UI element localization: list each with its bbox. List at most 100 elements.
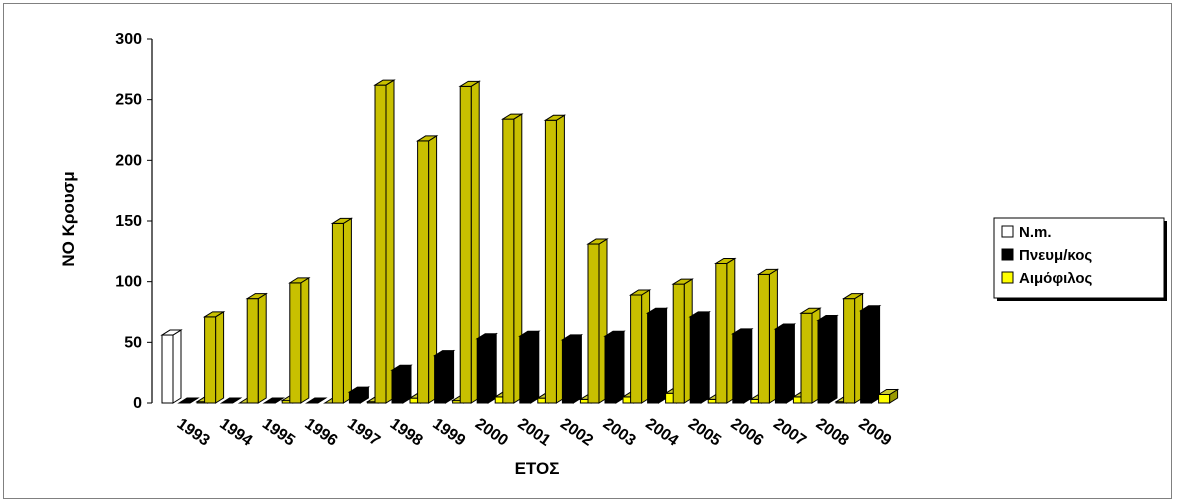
bar [543, 114, 567, 404]
bar-side [743, 327, 753, 404]
bar-top [202, 311, 226, 318]
bar-side [828, 314, 838, 404]
bar-front [502, 118, 515, 404]
bar [373, 79, 396, 404]
bar [390, 364, 413, 404]
bar-front [434, 355, 447, 404]
bar-side [487, 332, 497, 404]
bar [841, 292, 865, 404]
bar [603, 330, 626, 404]
bar-side [402, 364, 412, 404]
bar [305, 397, 328, 404]
bar-top [876, 389, 900, 396]
y-tick-label: 150 [115, 213, 142, 230]
legend: N.m. Πνευμ/κος Αιμόφιλος [993, 217, 1167, 301]
bar [586, 238, 609, 404]
bar-front [800, 312, 813, 404]
bar [560, 334, 584, 404]
bar-front [672, 283, 685, 404]
bar-front [391, 369, 404, 404]
x-tick-label: 2009 [855, 415, 894, 449]
bar-top [415, 135, 439, 142]
bar-side [385, 79, 395, 404]
bar-side [871, 304, 881, 404]
bar [799, 307, 822, 404]
bar-side [700, 310, 710, 404]
bar-front [374, 84, 387, 404]
bar [347, 386, 371, 404]
x-tick-label: 2003 [600, 415, 639, 449]
legend-box [993, 217, 1165, 299]
bar-front [843, 298, 856, 404]
bar-top [390, 364, 413, 371]
bar [756, 268, 780, 404]
bar [816, 314, 839, 404]
bar-top [518, 330, 541, 337]
bar-side [172, 329, 182, 404]
x-tick-label: 1999 [429, 415, 468, 449]
y-axis: 0 50 100 150 200 250 300 [115, 31, 153, 412]
bar-front [417, 140, 430, 404]
x-tick-label: 1994 [216, 415, 255, 449]
bar-side [215, 310, 225, 404]
bar-front [331, 222, 344, 404]
bar-top [288, 277, 311, 284]
bar-top [330, 217, 354, 224]
bar [671, 278, 694, 404]
bar-top [799, 307, 822, 314]
bar-top [756, 268, 780, 275]
legend-swatch [1001, 225, 1014, 238]
bar-side [615, 330, 625, 404]
x-tick-label: 2004 [642, 415, 681, 449]
y-tick-label: 200 [115, 152, 142, 169]
bar-front [204, 316, 217, 404]
bar-top [841, 293, 865, 300]
bar [177, 397, 200, 404]
x-tick-label: 2008 [813, 415, 852, 449]
bar [432, 349, 456, 404]
bar-top [501, 113, 524, 120]
y-tick-label: 50 [124, 334, 142, 351]
bar [501, 113, 524, 404]
bar-front [348, 391, 361, 404]
bar-side [257, 292, 267, 404]
bar [628, 289, 652, 404]
bar-top [543, 114, 567, 121]
bar-top [586, 238, 609, 245]
bar-front [757, 273, 770, 404]
bar-top [628, 289, 652, 296]
bar [645, 307, 669, 404]
bar-front [587, 243, 600, 404]
bar-front [289, 282, 302, 404]
bar-top [688, 311, 711, 318]
bar-top [560, 334, 584, 341]
bar-top [816, 314, 839, 321]
bar-top [645, 307, 669, 314]
bar-top [373, 79, 396, 86]
bar-top [262, 397, 285, 404]
x-tick-label: 2005 [685, 415, 724, 449]
bar-front [647, 312, 660, 404]
bar-front [689, 316, 702, 404]
y-tick-label: 100 [115, 274, 142, 291]
bar [202, 310, 226, 404]
x-axis-tick-labels: 1993 1994 1995 1996 1997 1998 1999 2000 2001 2002… [174, 415, 895, 449]
bar-front [561, 339, 574, 404]
bar-side [445, 349, 455, 404]
bar [714, 257, 737, 404]
bar-top [219, 397, 243, 404]
bar-front [860, 310, 873, 404]
bar-top [347, 386, 371, 393]
bar-top [603, 330, 626, 337]
bar-front [715, 262, 728, 404]
bar [330, 217, 354, 404]
bar [475, 332, 498, 404]
bar-front [544, 119, 557, 404]
y-tick-label: 0 [133, 395, 142, 412]
bar-front [630, 294, 643, 404]
x-tick-label: 1995 [259, 415, 298, 449]
x-tick-label: 2001 [515, 415, 554, 449]
legend-label: N.m. [1019, 224, 1052, 241]
x-tick-label: 2006 [728, 415, 767, 449]
